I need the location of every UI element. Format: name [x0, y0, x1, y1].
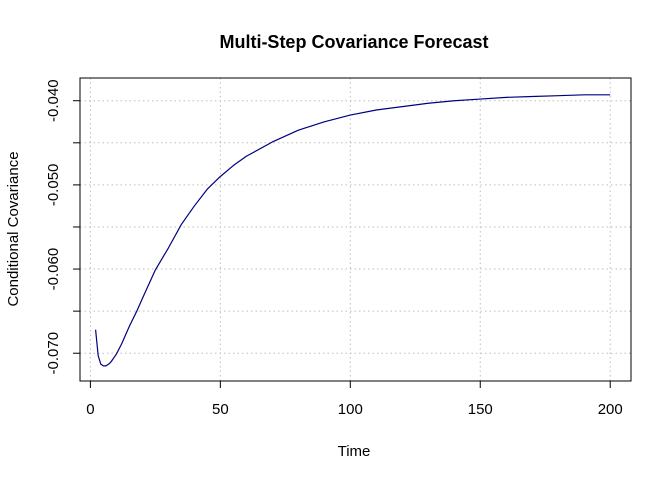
x-axis-label: Time — [338, 443, 371, 460]
y-tick-label: -0.050 — [45, 164, 62, 207]
x-tick-label: 0 — [86, 401, 94, 418]
x-tick-label: 50 — [212, 401, 229, 418]
series-layer — [94, 94, 611, 367]
series-line — [94, 94, 611, 367]
y-axis: -0.070 -0.060 -0.050 -0.040 — [45, 79, 81, 375]
y-tick-label: -0.060 — [45, 248, 62, 291]
y-tick-label: -0.070 — [45, 332, 62, 375]
y-axis-label: Conditional Covariance — [5, 151, 22, 306]
plot-frame — [79, 77, 632, 382]
x-axis: 0 50 100 150 200 — [86, 380, 623, 418]
y-tick-label: -0.040 — [45, 79, 62, 122]
chart-title: Multi-Step Covariance Forecast — [219, 32, 488, 52]
x-tick-label: 100 — [338, 401, 363, 418]
grid-layer — [80, 78, 631, 381]
x-tick-label: 200 — [598, 401, 623, 418]
x-tick-label: 150 — [468, 401, 493, 418]
